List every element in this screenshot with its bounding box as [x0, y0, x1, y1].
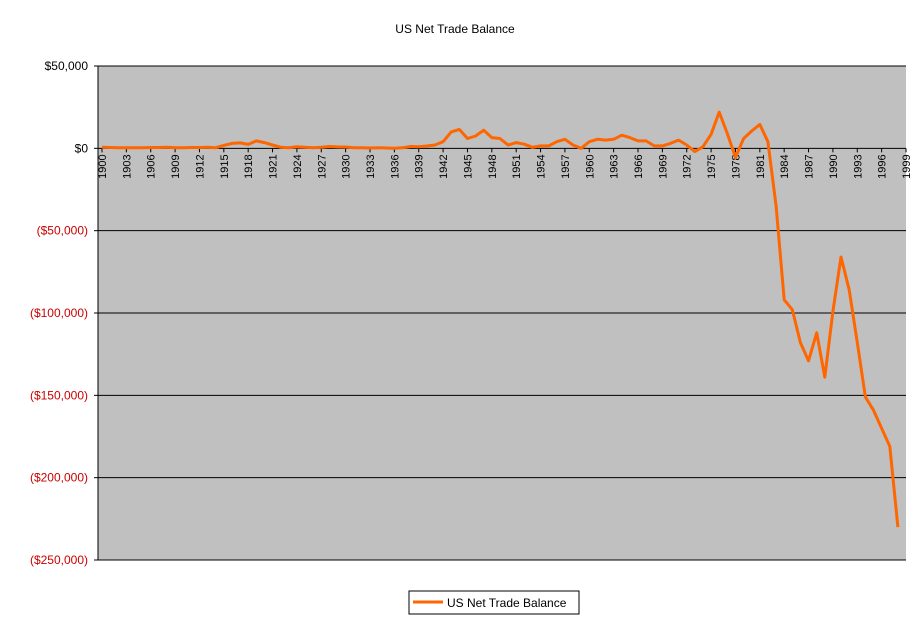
x-tick-label: 1969	[657, 154, 669, 178]
legend-box	[408, 590, 580, 615]
x-tick-label: 1999	[901, 154, 911, 178]
series-group	[101, 110, 900, 528]
x-tick-label: 1954	[536, 154, 548, 178]
y-tick-label: ($50,000)	[37, 224, 88, 238]
y-axis-ticks: $50,000 $0 ($50,000) ($100,000) ($150,000) ($…	[30, 59, 98, 567]
x-axis-ticks: 1900 1903 1906 1909 1912 1915 1918 1921 1924 1927…	[97, 148, 911, 179]
y-tick-label: ($150,000)	[30, 388, 88, 402]
x-tick-label: 1957	[560, 154, 572, 178]
x-tick-label: 1930	[341, 154, 353, 178]
x-tick-label: 1942	[438, 154, 450, 178]
x-tick-label: 1939	[414, 154, 426, 178]
x-tick-label: 1996	[877, 154, 889, 178]
x-tick-label: 1924	[292, 154, 304, 178]
x-tick-label: 1990	[828, 154, 840, 178]
x-tick-label: 1903	[121, 154, 133, 178]
x-tick-label: 1900	[97, 154, 109, 178]
y-tick-label: $50,000	[45, 59, 89, 73]
x-tick-label: 1963	[609, 154, 621, 178]
x-tick-label: 1993	[852, 154, 864, 178]
x-tick-label: 1915	[219, 154, 231, 178]
y-tick-label: ($250,000)	[30, 553, 88, 567]
y-tick-label: $0	[75, 141, 89, 155]
legend: US Net Trade Balance	[408, 590, 580, 615]
x-tick-label: 1984	[779, 154, 791, 178]
legend-label: US Net Trade Balance	[447, 596, 567, 610]
x-tick-label: 1972	[682, 154, 694, 178]
x-tick-label: 1933	[365, 154, 377, 178]
x-tick-label: 1966	[633, 154, 645, 178]
x-tick-label: 1927	[316, 154, 328, 178]
series-line	[101, 110, 900, 528]
x-tick-label: 1945	[462, 154, 474, 178]
x-tick-label: 1987	[804, 154, 816, 178]
x-tick-label: 1909	[170, 154, 182, 178]
x-tick-label: 1936	[389, 154, 401, 178]
x-tick-label: 1960	[584, 154, 596, 178]
y-tick-label: ($200,000)	[30, 471, 88, 485]
x-tick-label: 1921	[268, 154, 280, 178]
x-tick-label: 1951	[511, 154, 523, 178]
x-tick-label: 1948	[487, 154, 499, 178]
x-tick-label: 1918	[243, 154, 255, 178]
gridlines	[98, 65, 906, 561]
x-tick-label: 1912	[194, 154, 206, 178]
x-tick-label: 1906	[146, 154, 158, 178]
x-tick-label: 1981	[755, 154, 767, 178]
y-tick-label: ($100,000)	[30, 306, 88, 320]
x-tick-label: 1978	[730, 154, 742, 178]
x-tick-label: 1975	[706, 154, 718, 178]
chart-title: US Net Trade Balance	[395, 22, 515, 36]
